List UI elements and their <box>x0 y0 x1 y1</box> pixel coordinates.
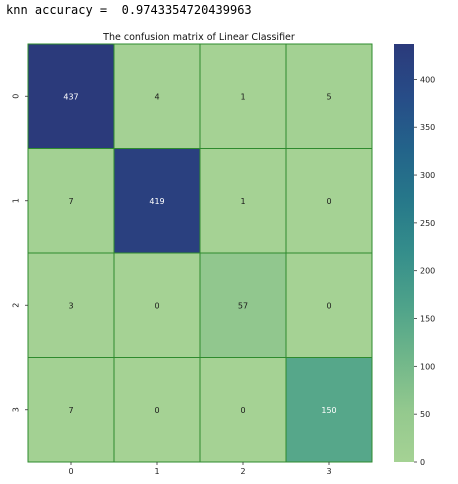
colorbar-tick-label: 100 <box>420 362 435 371</box>
colorbar-tick-label: 250 <box>420 219 435 228</box>
cell-value-r3-c1: 0 <box>154 406 159 415</box>
x-axis-ticks: 0 1 2 3 <box>68 462 331 476</box>
cell-value-r3-c0: 7 <box>68 406 73 415</box>
colorbar-tick-label: 300 <box>420 171 435 180</box>
x-tick-label: 2 <box>240 467 245 476</box>
y-tick-label: 2 <box>12 303 21 308</box>
cell-value-r2-c0: 3 <box>68 301 73 310</box>
cell-value-r0-c0: 437 <box>63 92 78 101</box>
cell-value-r0-c2: 1 <box>240 92 245 101</box>
colorbar-tick-label: 150 <box>420 315 435 324</box>
heatmap-cells <box>28 44 372 462</box>
cell-value-r2-c2: 57 <box>238 301 248 310</box>
colorbar-tick-label: 0 <box>420 458 425 467</box>
cell-value-r2-c3: 0 <box>326 301 331 310</box>
x-tick-label: 0 <box>68 467 73 476</box>
y-tick-label: 0 <box>12 94 21 99</box>
cell-value-r1-c0: 7 <box>68 197 73 206</box>
cell-value-r1-c3: 0 <box>326 197 331 206</box>
colorbar <box>394 44 414 462</box>
cell-value-r1-c2: 1 <box>240 197 245 206</box>
colorbar-tick-label: 350 <box>420 123 435 132</box>
cell-value-r2-c1: 0 <box>154 301 159 310</box>
colorbar-gradient <box>394 44 414 462</box>
x-tick-label: 1 <box>154 467 159 476</box>
y-tick-label: 3 <box>12 407 21 412</box>
colorbar-tick-label: 200 <box>420 267 435 276</box>
cell-value-r3-c3: 150 <box>321 406 336 415</box>
colorbar-tick-label: 50 <box>420 410 430 419</box>
x-tick-label: 3 <box>326 467 331 476</box>
colorbar-tick-label: 400 <box>420 75 435 84</box>
chart-title: The confusion matrix of Linear Classifie… <box>102 32 295 43</box>
y-tick-label: 1 <box>12 198 21 203</box>
cell-value-r0-c1: 4 <box>154 92 159 101</box>
cell-value-r0-c3: 5 <box>326 92 331 101</box>
cell-value-r1-c1: 419 <box>149 197 164 206</box>
colorbar-ticks: 0 50 100 150 200 250 300 350 400 <box>414 75 435 467</box>
y-axis-ticks: 0 1 2 3 <box>12 94 29 413</box>
cell-value-r3-c2: 0 <box>240 406 245 415</box>
